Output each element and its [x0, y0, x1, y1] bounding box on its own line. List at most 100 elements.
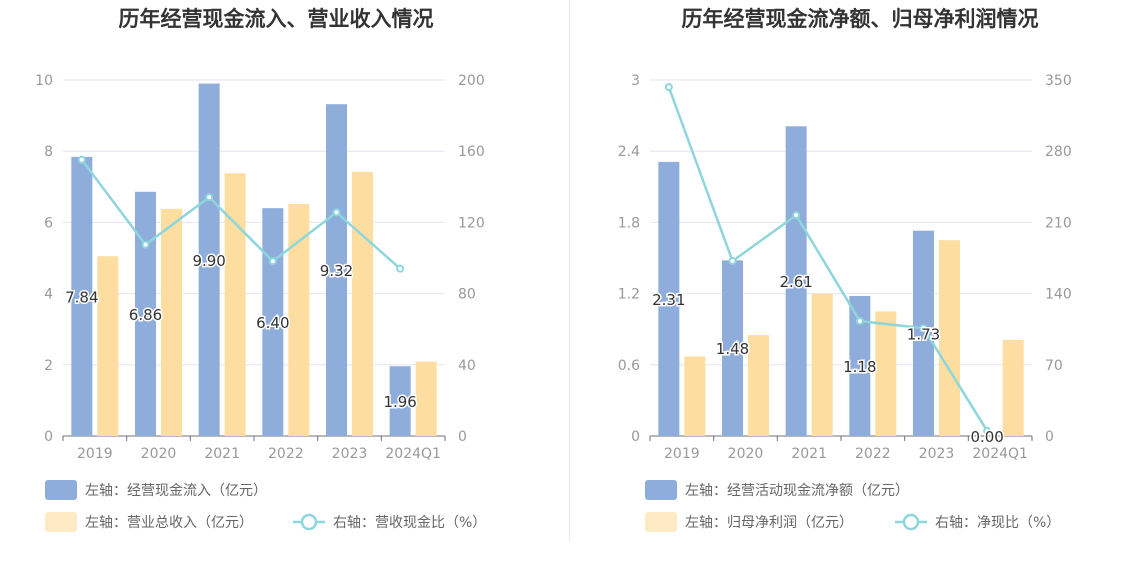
data-label: 9.32 — [320, 262, 353, 280]
legend-series-3-swatch-dot — [300, 513, 318, 531]
legend-series-2-swatch — [45, 512, 77, 532]
bar-series-1 — [198, 83, 220, 436]
bar-series-2 — [748, 335, 769, 436]
y-right-tick-label: 140 — [1045, 287, 1072, 303]
line-point — [332, 208, 341, 217]
x-tick-label: 2022 — [268, 446, 304, 462]
line-point — [792, 211, 801, 220]
y-left-tick-label: 1.2 — [618, 287, 640, 303]
bar-series-2 — [97, 256, 119, 436]
line-point — [664, 83, 673, 92]
bar-series-2 — [684, 356, 706, 436]
line-point — [141, 240, 150, 249]
y-left-tick-label: 0.6 — [618, 358, 640, 374]
x-tick-label: 2021 — [791, 446, 827, 462]
x-tick-label: 2019 — [664, 446, 700, 462]
y-left-tick-label: 0 — [44, 429, 53, 445]
chart-1: 历年经营现金流入、营业收入情况 0 0 2 40 4 80 6 120 8 160 10 200 2019… — [35, 7, 486, 532]
bar-series-2 — [288, 203, 310, 436]
x-tick-label: 2019 — [77, 446, 113, 462]
data-label: 6.40 — [256, 314, 289, 332]
bar-series-1 — [785, 126, 807, 436]
bar-series-1 — [71, 156, 93, 436]
y-left-tick-label: 1.8 — [618, 215, 640, 231]
data-label: 2.61 — [779, 273, 812, 291]
bar-series-2 — [161, 208, 182, 436]
y-left-tick-label: 6 — [44, 215, 53, 231]
bar-series-1 — [722, 260, 743, 436]
line-point — [855, 317, 864, 326]
y-right-tick-label: 120 — [458, 215, 485, 231]
line-series — [667, 86, 989, 432]
bar-series-2 — [224, 173, 246, 436]
data-label: 2.31 — [652, 291, 685, 309]
bar-series-1 — [849, 295, 871, 436]
chart-2: 历年经营现金流净额、归母净利润情况 0 0 0.6 70 1.2 140 1.8 210 2.4 2… — [618, 7, 1072, 532]
line-point — [919, 324, 928, 333]
y-right-tick-label: 0 — [458, 429, 467, 445]
legend-series-1-label: 左轴：经营活动现金流净额（亿元） — [685, 483, 909, 499]
chart-title: 历年经营现金流入、营业收入情况 — [119, 7, 434, 31]
line-point — [983, 426, 992, 435]
legend-series-3-label: 右轴：营收现金比（%） — [333, 515, 486, 531]
y-left-tick-label: 3 — [631, 73, 640, 89]
legend-series-1-label: 左轴：经营现金流入（亿元） — [85, 483, 267, 499]
data-label: 1.96 — [383, 393, 416, 411]
line-point — [77, 155, 86, 164]
bar-series-1 — [658, 161, 680, 436]
x-tick-label: 2023 — [332, 446, 368, 462]
y-left-tick-label: 0 — [631, 429, 640, 445]
bar-series-2 — [939, 240, 960, 436]
y-right-tick-label: 210 — [1045, 215, 1072, 231]
y-right-tick-label: 70 — [1045, 358, 1063, 374]
x-tick-label: 2021 — [204, 446, 240, 462]
bar-series-1 — [326, 104, 347, 436]
legend-series-2-swatch — [645, 512, 677, 532]
data-label: 9.90 — [192, 252, 225, 270]
data-label: 1.48 — [716, 340, 749, 358]
y-right-tick-label: 350 — [1045, 73, 1072, 89]
x-tick-label: 2022 — [855, 446, 891, 462]
y-right-tick-label: 280 — [1045, 144, 1072, 160]
y-right-tick-label: 40 — [458, 358, 476, 374]
data-label: 0.00 — [970, 428, 1003, 446]
y-right-tick-label: 80 — [458, 287, 476, 303]
line-point — [396, 264, 405, 273]
x-tick-label: 2024Q1 — [972, 446, 1028, 462]
legend-series-1-swatch — [645, 480, 677, 500]
x-tick-label: 2020 — [141, 446, 177, 462]
y-right-tick-label: 200 — [458, 73, 485, 89]
y-left-tick-label: 4 — [44, 287, 53, 303]
data-label: 1.18 — [843, 358, 876, 376]
x-tick-label: 2020 — [728, 446, 764, 462]
y-left-tick-label: 10 — [35, 73, 53, 89]
bar-series-1 — [913, 230, 934, 436]
bar-series-1 — [389, 366, 411, 436]
y-left-tick-label: 2.4 — [618, 144, 640, 160]
line-point — [205, 193, 214, 202]
bar-series-1 — [135, 191, 156, 436]
bar-series-2 — [875, 311, 897, 436]
legend-series-3-swatch-dot — [902, 513, 920, 531]
panel-divider — [569, 0, 570, 542]
bar-series-2 — [1002, 339, 1024, 436]
data-label: 7.84 — [65, 288, 98, 306]
y-left-tick-label: 2 — [44, 358, 53, 374]
legend-series-2-label: 左轴：营业总收入（亿元） — [85, 515, 253, 531]
legend-series-3-label: 右轴：净现比（%） — [935, 515, 1060, 531]
y-right-tick-label: 160 — [458, 144, 485, 160]
legend-series-1-swatch — [45, 480, 77, 500]
bar-series-2 — [352, 171, 373, 436]
x-tick-label: 2024Q1 — [385, 446, 441, 462]
data-label: 6.86 — [129, 306, 162, 324]
line-series — [80, 158, 401, 270]
bar-series-2 — [415, 361, 437, 436]
bar-series-1 — [262, 208, 284, 436]
legend-series-2-label: 左轴：归母净利润（亿元） — [685, 514, 853, 531]
bar-series-2 — [811, 293, 833, 436]
y-left-tick-label: 8 — [44, 144, 53, 160]
line-point — [268, 257, 277, 266]
line-point — [728, 257, 737, 266]
y-right-tick-label: 0 — [1045, 429, 1054, 445]
